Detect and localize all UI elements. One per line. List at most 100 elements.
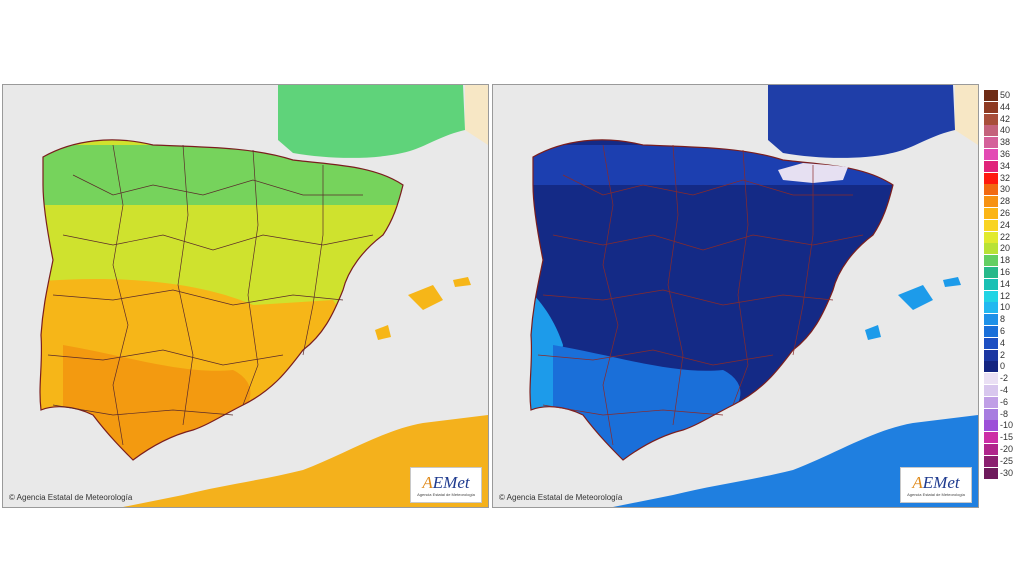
legend-swatch <box>984 373 998 384</box>
legend-label: -30 <box>1000 468 1014 478</box>
legend-entry: 26 <box>984 208 1010 219</box>
africa-land <box>613 415 978 507</box>
legend-entry: 38 <box>984 137 1010 148</box>
legend-label: 40 <box>1000 125 1011 135</box>
legend-label: 0 <box>1000 361 1006 371</box>
legend-label: 16 <box>1000 267 1011 277</box>
legend-label: 8 <box>1000 314 1006 324</box>
legend-entry: 20 <box>984 243 1010 254</box>
legend-swatch <box>984 456 998 467</box>
legend-label: 50 <box>1000 90 1011 100</box>
menorca <box>943 277 961 287</box>
legend-label: 24 <box>1000 220 1011 230</box>
land-outside-corner <box>955 85 978 145</box>
legend-swatch <box>984 196 998 207</box>
aemet-logo: AEMet Agencia Estatal de Meteorología <box>900 467 972 503</box>
copyright-text: © Agencia Estatal de Meteorología <box>499 493 623 502</box>
legend-label: -25 <box>1000 456 1014 466</box>
legend-entry: 30 <box>984 184 1010 195</box>
legend-label: 30 <box>1000 184 1011 194</box>
legend-entry: 34 <box>984 161 1010 172</box>
legend-swatch <box>984 338 998 349</box>
legend-entry: 50 <box>984 90 1010 101</box>
legend-swatch <box>984 291 998 302</box>
legend-entry: 36 <box>984 149 1010 160</box>
legend-label: 34 <box>1000 161 1011 171</box>
legend-label: -2 <box>1000 373 1009 383</box>
legend-swatch <box>984 149 998 160</box>
legend-entry: 2 <box>984 350 1005 361</box>
legend-swatch <box>984 184 998 195</box>
legend-label: 4 <box>1000 338 1006 348</box>
legend-entry: -30 <box>984 468 1013 479</box>
legend-entry: 44 <box>984 102 1010 113</box>
legend-label: 18 <box>1000 255 1011 265</box>
legend-entry: 28 <box>984 196 1010 207</box>
legend-entry: -2 <box>984 373 1008 384</box>
legend-swatch <box>984 125 998 136</box>
ibiza <box>865 325 881 340</box>
legend-swatch <box>984 409 998 420</box>
legend-swatch <box>984 326 998 337</box>
legend-entry: 42 <box>984 114 1010 125</box>
france-land <box>768 85 955 158</box>
logo-wordmark: AEMet <box>912 472 960 492</box>
legend-swatch <box>984 350 998 361</box>
legend-swatch <box>984 468 998 479</box>
legend-swatch <box>984 361 998 372</box>
legend-label: -15 <box>1000 432 1014 442</box>
legend-entry: -25 <box>984 456 1013 467</box>
legend-swatch <box>984 137 998 148</box>
legend-swatch <box>984 420 998 431</box>
africa-land <box>123 415 488 507</box>
legend-label: -20 <box>1000 444 1014 454</box>
legend-label: -4 <box>1000 385 1009 395</box>
max-temperature-map: © Agencia Estatal de Meteorología AEMet … <box>2 84 489 508</box>
legend-entry: 40 <box>984 125 1010 136</box>
menorca <box>453 277 471 287</box>
map-canvas <box>493 85 978 507</box>
min-temperature-map: © Agencia Estatal de Meteorología AEMet … <box>492 84 979 508</box>
ibiza <box>375 325 391 340</box>
legend-label: 42 <box>1000 114 1011 124</box>
logo-wordmark: AEMet <box>422 472 470 492</box>
legend-label: 2 <box>1000 350 1006 360</box>
legend-swatch <box>984 302 998 313</box>
legend-swatch <box>984 243 998 254</box>
legend-swatch <box>984 385 998 396</box>
legend-label: 10 <box>1000 302 1011 312</box>
legend-entry: 4 <box>984 338 1005 349</box>
legend-swatch <box>984 255 998 266</box>
legend-entry: 16 <box>984 267 1010 278</box>
legend-entry: 0 <box>984 361 1005 372</box>
legend-label: 28 <box>1000 196 1011 206</box>
legend-swatch <box>984 314 998 325</box>
province-borders <box>47 144 374 446</box>
legend-entry: 8 <box>984 314 1005 325</box>
legend-entry: 12 <box>984 291 1010 302</box>
mallorca <box>408 285 443 310</box>
legend-swatch <box>984 102 998 113</box>
legend-swatch <box>984 397 998 408</box>
legend-label: 44 <box>1000 102 1011 112</box>
legend-label: -8 <box>1000 409 1009 419</box>
legend-entry: -8 <box>984 409 1008 420</box>
legend-entry: 32 <box>984 173 1010 184</box>
temperature-legend: 50 44 42 40 38 36 34 32 30 28 26 24 22 20 18 16 14 12 10 8 6… <box>984 90 1022 510</box>
legend-entry: 18 <box>984 255 1010 266</box>
province-borders <box>537 144 864 446</box>
legend-entry: -10 <box>984 420 1013 431</box>
legend-swatch <box>984 279 998 290</box>
legend-swatch <box>984 432 998 443</box>
land-outside-corner <box>465 85 488 145</box>
legend-swatch <box>984 208 998 219</box>
legend-label: 38 <box>1000 137 1011 147</box>
legend-swatch <box>984 161 998 172</box>
legend-entry: -4 <box>984 385 1008 396</box>
legend-entry: -6 <box>984 397 1008 408</box>
legend-swatch <box>984 220 998 231</box>
map-canvas <box>3 85 488 507</box>
legend-entry: 14 <box>984 279 1010 290</box>
france-land <box>278 85 465 158</box>
copyright-text: © Agencia Estatal de Meteorología <box>9 493 133 502</box>
